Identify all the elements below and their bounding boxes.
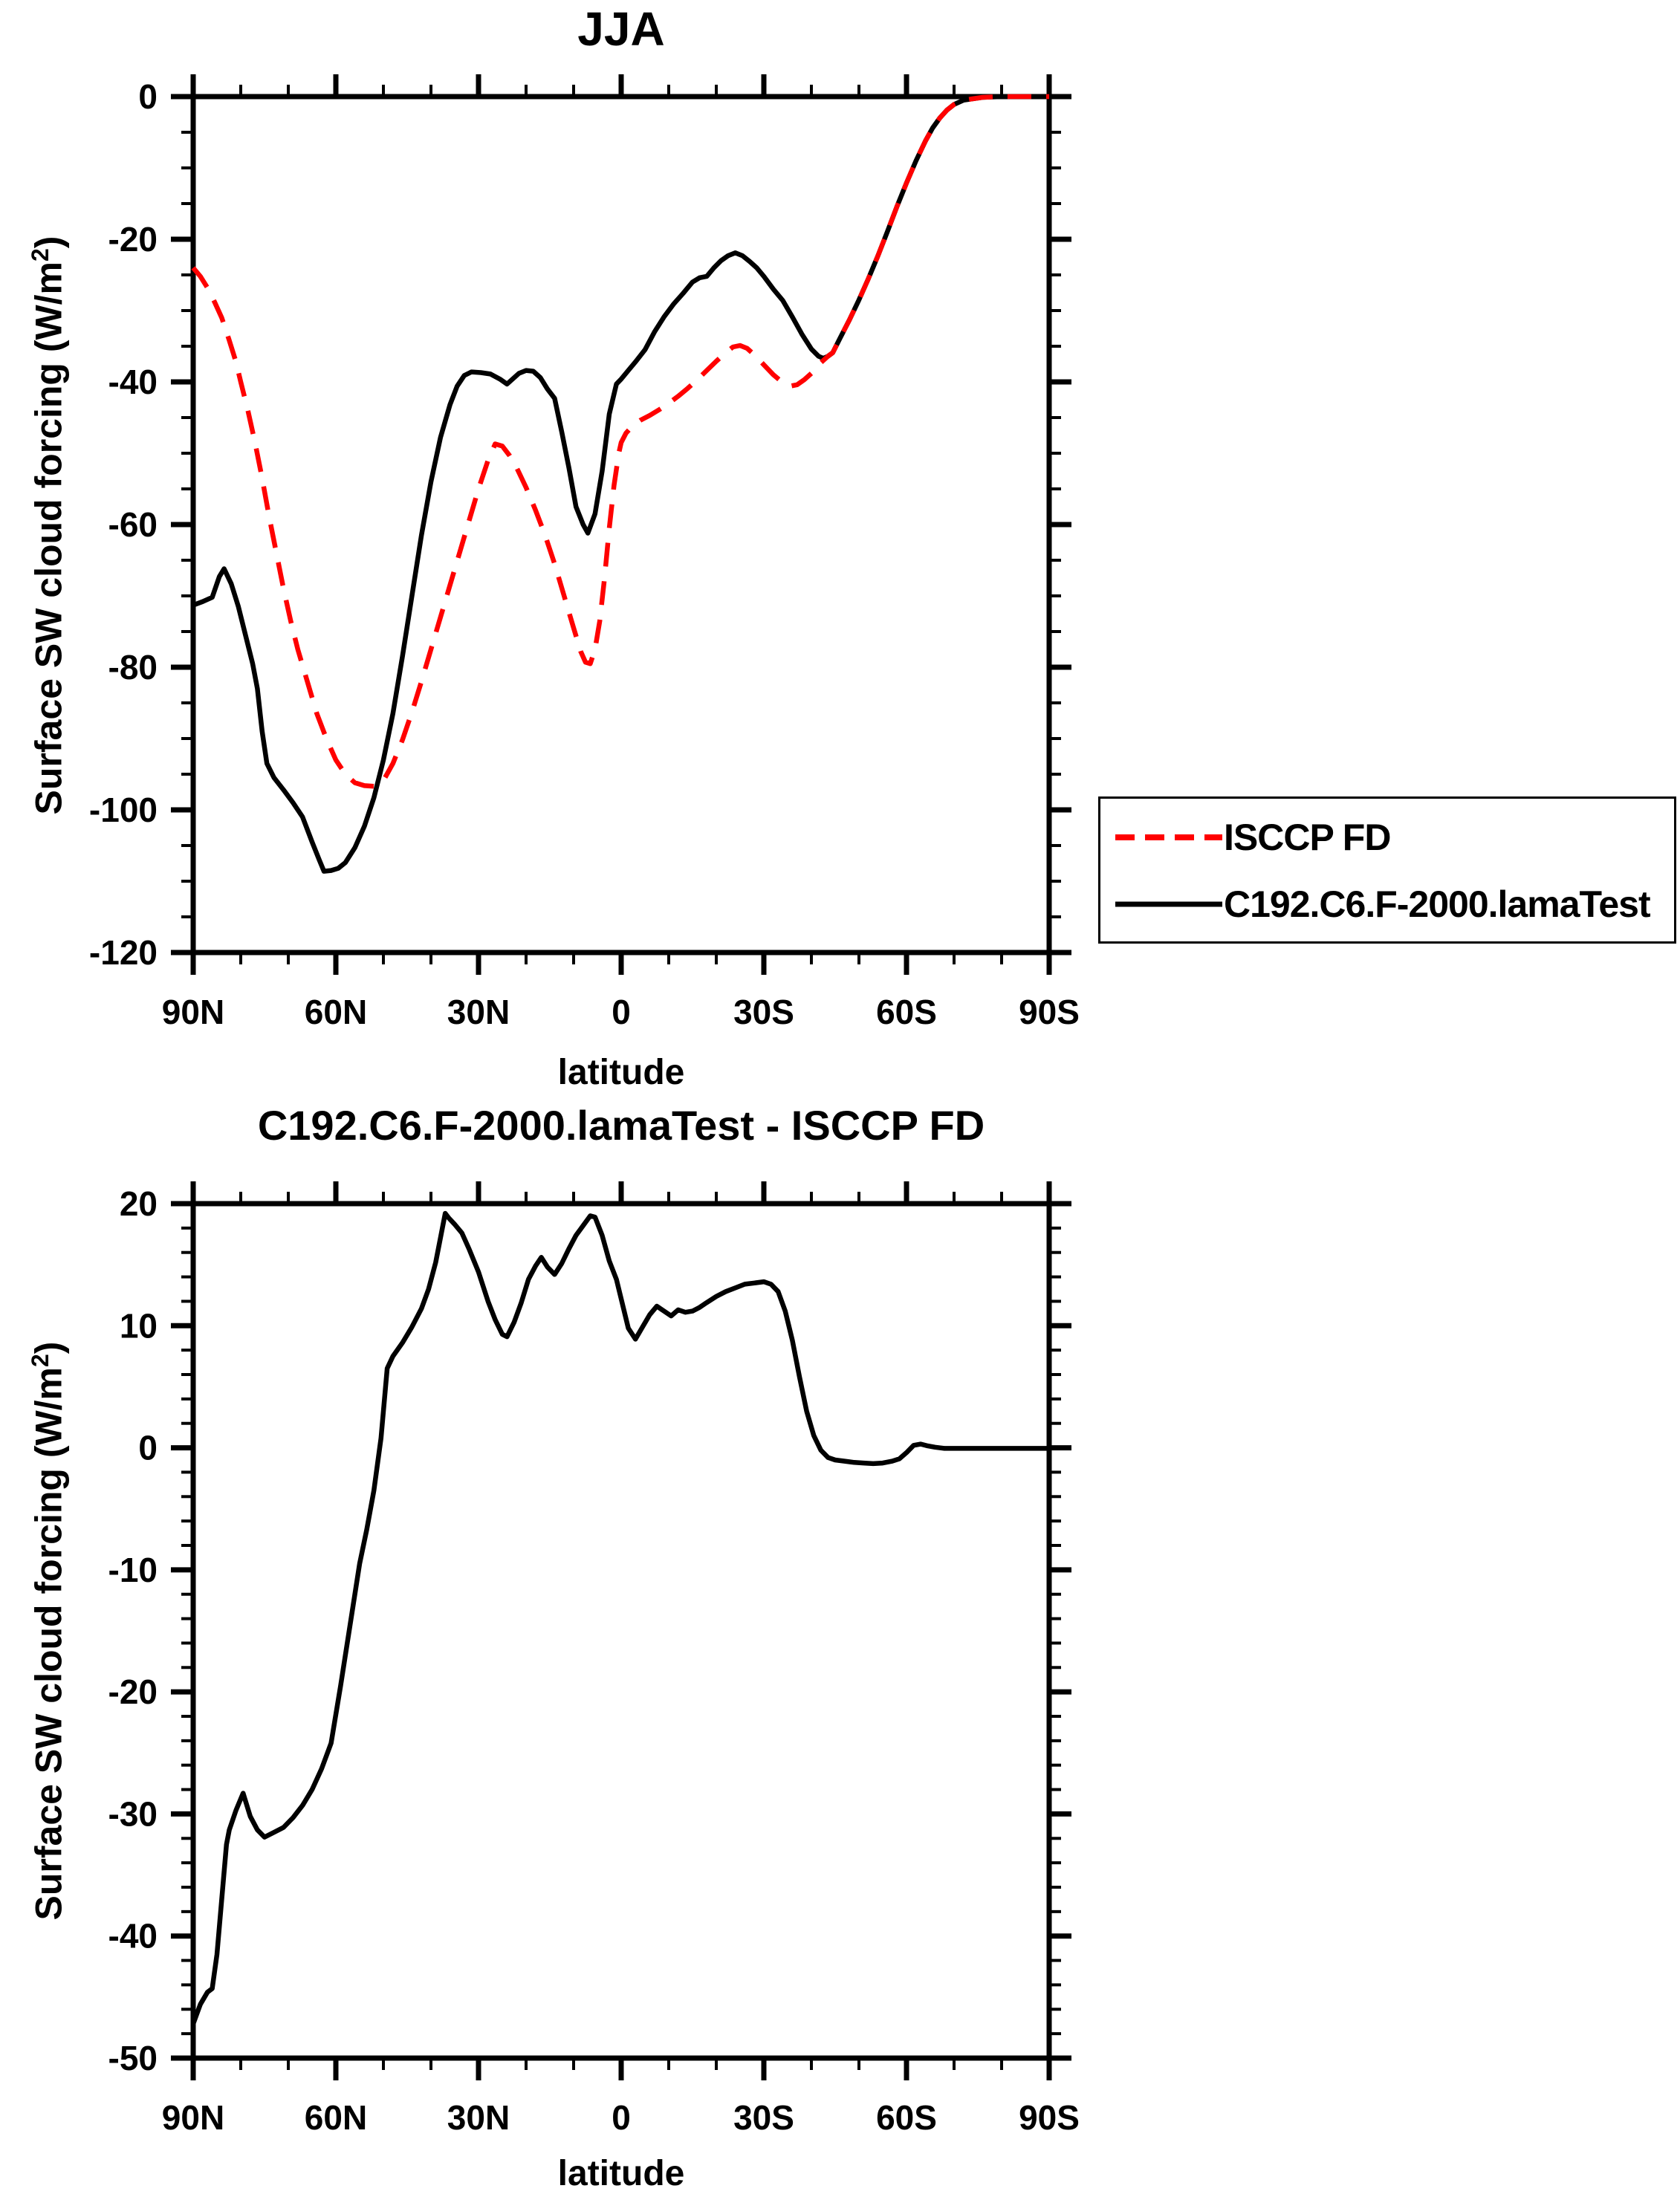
y-tick-label: -20 [108,220,158,259]
y-axis-title-text: Surface SW cloud forcing (W/m [27,1366,70,1921]
solid-line-swatch-icon [1115,901,1222,907]
x-tick-label: 30N [447,2098,510,2137]
y-tick-label: -40 [108,1917,158,1956]
legend-entry-model: C192.C6.F-2000.lamaTest [1112,882,1651,927]
x-tick-label: 30S [733,2098,794,2137]
legend-box: ISCCP FD C192.C6.F-2000.lamaTest [1098,796,1676,944]
y-tick-label: -40 [108,363,158,401]
x-tick-label: 90S [1019,993,1080,1031]
series-line-isccp-fd [191,94,1049,789]
y-tick-label: 10 [120,1306,158,1345]
y-tick-label: 0 [138,77,158,116]
y-tick-label: -30 [108,1794,158,1833]
bottom-chart-title: C192.C6.F-2000.lamaTest - ISCCP FD [257,1102,985,1149]
plot-frame [190,94,1052,955]
y-tick-label: -60 [108,505,158,544]
y-axis-title-text: Surface SW cloud forcing (W/m [27,261,70,815]
legend-entry-isccp: ISCCP FD [1112,815,1391,860]
y-tick-label: -80 [108,648,158,687]
x-tick-label: 0 [612,2098,631,2137]
x-tick-label: 60N [305,993,367,1031]
y-tick-label: -100 [89,791,158,829]
top-chart-x-axis-title: latitude [557,1053,685,1092]
bottom-chart-y-axis-title: Surface SW cloud forcing (W/m2) [17,1111,70,2151]
bottom-chart-x-axis-title: latitude [557,2154,685,2193]
series-line-c192-c6-f-2000-lamatest-isccp-fd [190,1210,1049,2025]
x-tick-label: 0 [612,993,631,1031]
y-tick-label: -120 [89,933,158,972]
x-tick-label: 60S [876,2098,937,2137]
dashed-line-swatch-icon [1115,834,1222,840]
x-tick-label: 60S [876,993,937,1031]
x-tick-label: 90N [162,2098,224,2137]
y-axis-title-close: ) [27,236,70,249]
y-tick-label: -10 [108,1551,158,1589]
y-tick-label: 20 [120,1184,158,1223]
x-tick-label: 30S [733,993,794,1031]
y-axis-title-superscript: 2 [27,248,53,262]
x-tick-label: 30N [447,993,510,1031]
series-line-c192-c6-f-2000-lamatest [192,94,1049,874]
y-axis-title-close: ) [27,1341,70,1354]
top-chart-title: JJA [577,2,665,56]
x-tick-label: 60N [305,2098,367,2137]
top-chart-y-axis-title: Surface SW cloud forcing (W/m2) [17,5,70,1045]
plot-frame [190,1201,1052,2061]
y-tick-label: 0 [138,1429,158,1467]
y-axis-title-superscript: 2 [27,1354,53,1367]
y-tick-label: -50 [108,2039,158,2077]
y-tick-label: -20 [108,1672,158,1711]
x-tick-label: 90S [1019,2098,1080,2137]
legend-label-model: C192.C6.F-2000.lamaTest [1224,883,1651,925]
legend-label-isccp: ISCCP FD [1224,817,1391,858]
x-tick-label: 90N [162,993,224,1031]
